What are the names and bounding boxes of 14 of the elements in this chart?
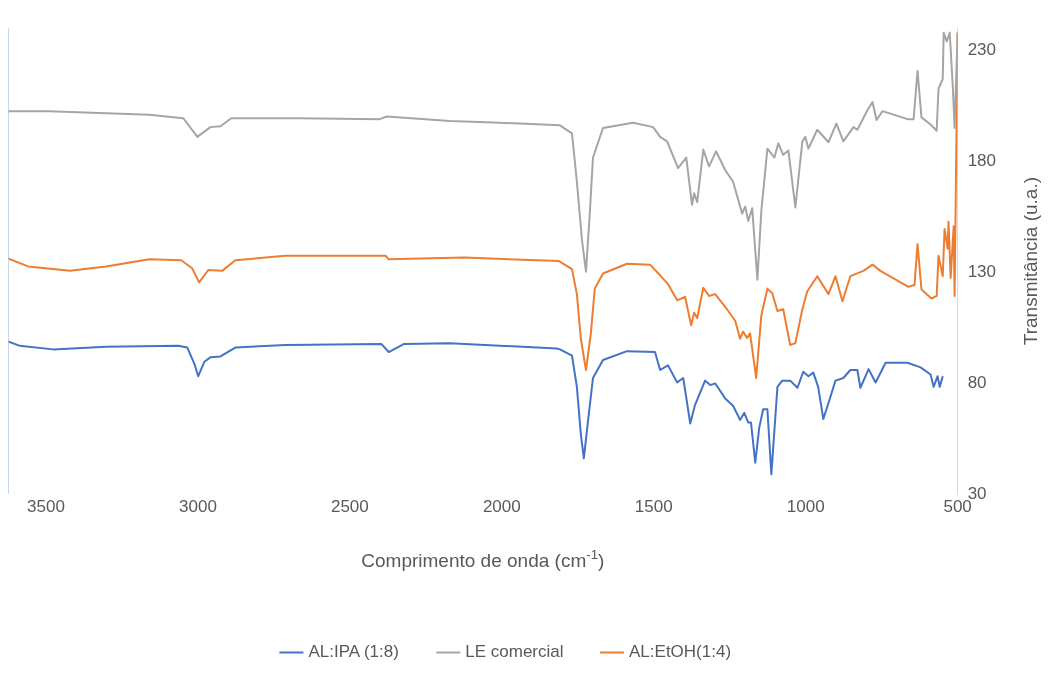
x-tick-label: 1000: [786, 496, 825, 516]
y-axis-title: Transmitância (u.a.): [1020, 176, 1042, 346]
x-tick-label: 1500: [634, 496, 673, 516]
x-tick-label: 2500: [330, 496, 369, 516]
x-tick-label: 2000: [482, 496, 521, 516]
legend-label: AL:IPA (1:8): [308, 642, 399, 662]
legend-label: LE comercial: [465, 642, 564, 662]
y-tick-label: 130: [967, 261, 997, 281]
legend-label: AL:EtOH(1:4): [629, 642, 732, 662]
y-tick-label: 180: [967, 150, 997, 170]
y-tick-label: 230: [967, 40, 997, 60]
x-tick-label: 3500: [27, 496, 65, 516]
y-tick-label: 80: [967, 372, 987, 392]
x-tick-label: 3000: [179, 496, 217, 516]
